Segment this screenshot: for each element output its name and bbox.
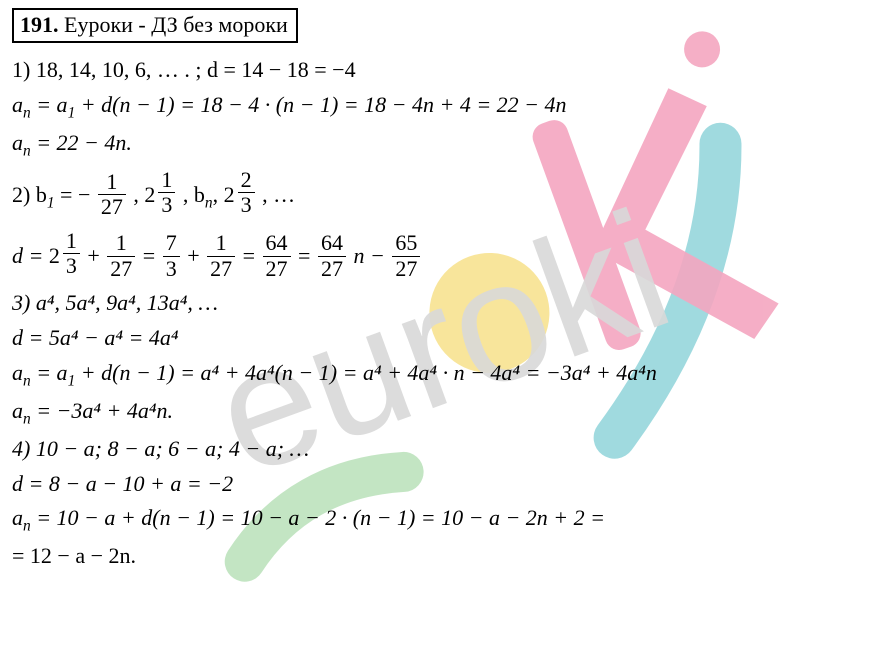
line-10: 4) 10 − a; 8 − a; 6 − a; 4 − a; … xyxy=(12,434,884,465)
line-3: an = 22 − 4n. xyxy=(12,128,884,162)
line-4: 2) b1 = − 127 , 213 , bn, 223 , … xyxy=(12,166,884,223)
line-2: an = a1 + d(n − 1) = 18 − 4 · (n − 1) = … xyxy=(12,90,884,124)
title-text: Еуроки - ДЗ без мороки xyxy=(59,12,288,37)
line-8: an = a1 + d(n − 1) = a⁴ + 4a⁴(n − 1) = a… xyxy=(12,358,884,392)
line-1: 1) 18, 14, 10, 6, … . ; d = 14 − 18 = −4 xyxy=(12,55,884,86)
problem-number: 191. xyxy=(20,12,59,37)
line-6: 3) a⁴, 5a⁴, 9a⁴, 13a⁴, … xyxy=(12,288,884,319)
line-7: d = 5a⁴ − a⁴ = 4a⁴ xyxy=(12,323,884,354)
line-5: d = 213 + 127 = 73 + 127 = 6427 = 6427 n… xyxy=(12,227,884,284)
title-box: 191. Еуроки - ДЗ без мороки xyxy=(12,8,298,43)
math-document: 191. Еуроки - ДЗ без мороки 1) 18, 14, 1… xyxy=(0,0,896,584)
line-11: d = 8 − a − 10 + a = −2 xyxy=(12,469,884,500)
line-9: an = −3a⁴ + 4a⁴n. xyxy=(12,396,884,430)
line-12: an = 10 − a + d(n − 1) = 10 − a − 2 · (n… xyxy=(12,503,884,537)
line-13: = 12 − a − 2n. xyxy=(12,541,884,572)
